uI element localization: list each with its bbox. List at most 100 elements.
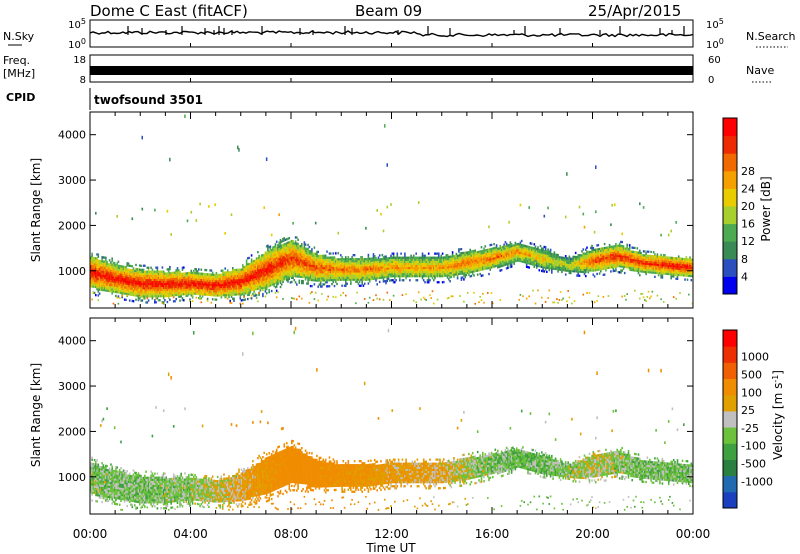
power-cell [265, 269, 268, 272]
power-cell [103, 276, 106, 280]
power-cell [136, 270, 139, 273]
power-cell [115, 294, 117, 298]
power-cell [110, 269, 112, 272]
power-cell [279, 263, 282, 266]
power-cell [190, 286, 193, 289]
power-cell [107, 277, 110, 280]
power-cell [181, 266, 184, 269]
power-cell [301, 245, 303, 248]
power-cell [92, 277, 95, 280]
power-cell [195, 280, 198, 283]
power-cell [376, 297, 378, 300]
power-cell [100, 274, 102, 277]
power-cell [204, 287, 206, 290]
power-cell [275, 275, 278, 278]
power-cell [282, 258, 284, 261]
power-cell [263, 278, 265, 281]
power-cell [191, 288, 194, 291]
power-cell [155, 266, 157, 269]
power-cell [105, 275, 107, 278]
power-cell [110, 277, 112, 281]
power-cell [233, 285, 235, 288]
power-cell [145, 276, 147, 280]
power-cell [269, 272, 272, 275]
power-cell [274, 269, 277, 273]
power-cell [103, 278, 106, 282]
power-cell [146, 283, 149, 286]
power-cell [223, 291, 225, 295]
power-cell [200, 293, 203, 296]
power-cell [199, 282, 201, 285]
power-cell [179, 299, 181, 302]
power-cell [100, 272, 102, 275]
power-cell [142, 278, 145, 282]
power-cell [166, 286, 169, 289]
power-cell [280, 266, 283, 270]
power-cell [216, 284, 219, 287]
power-cell [210, 281, 213, 284]
power-cell [269, 284, 272, 287]
power-cell [164, 274, 166, 277]
power-cell [215, 290, 218, 293]
power-cell [159, 286, 161, 290]
power-cell [165, 294, 167, 298]
power-cell [128, 283, 131, 286]
power-cell [211, 292, 214, 294]
power-cell [258, 285, 260, 288]
power-cell [136, 284, 139, 287]
power-cell [139, 286, 141, 290]
power-cell [301, 243, 303, 246]
power-cell [210, 291, 213, 295]
power-cell [206, 279, 209, 282]
power-cell [488, 272, 490, 276]
power-cell [215, 298, 218, 301]
power-cell [142, 297, 145, 300]
power-cell [237, 283, 239, 286]
power-cell [120, 287, 122, 290]
power-cell [97, 282, 100, 285]
power-cell [172, 300, 175, 303]
power-cell [232, 271, 234, 274]
power-cell [193, 276, 195, 279]
power-cell [193, 288, 195, 291]
power-cell [190, 288, 193, 291]
power-cell [269, 259, 272, 263]
power-cell [189, 292, 191, 295]
power-cell [252, 272, 254, 275]
power-cell [277, 262, 279, 265]
power-cell [211, 273, 214, 276]
power-cell [139, 270, 141, 273]
power-cell [147, 287, 150, 290]
power-cell [269, 247, 272, 250]
power-cell [132, 267, 135, 270]
power-cell [140, 270, 142, 274]
power-cell [208, 281, 210, 284]
power-cell [210, 293, 213, 297]
power-cell [141, 290, 144, 293]
power-cell [91, 264, 93, 268]
power-cell [107, 275, 110, 278]
power-cell [140, 289, 142, 292]
power-cell [296, 236, 298, 239]
power-cell [101, 268, 103, 271]
power-cell [93, 291, 96, 295]
nsky-tick-top: 105 [68, 17, 86, 31]
power-cell [156, 278, 159, 281]
power-cell [92, 261, 95, 264]
power-cell [183, 274, 185, 277]
power-cell [326, 281, 328, 284]
power-cell [218, 284, 220, 287]
power-cell [96, 275, 98, 279]
power-cell [302, 282, 304, 285]
power-cell [146, 266, 149, 269]
power-cell [101, 274, 103, 277]
power-cell [121, 275, 123, 278]
power-cell [103, 281, 106, 284]
power-cell [189, 271, 191, 275]
power-cell [233, 279, 235, 282]
power-cell [198, 276, 200, 279]
power-cell [247, 293, 249, 297]
power-cell [185, 290, 188, 293]
power-cell [247, 279, 249, 282]
power-cell [164, 299, 166, 302]
